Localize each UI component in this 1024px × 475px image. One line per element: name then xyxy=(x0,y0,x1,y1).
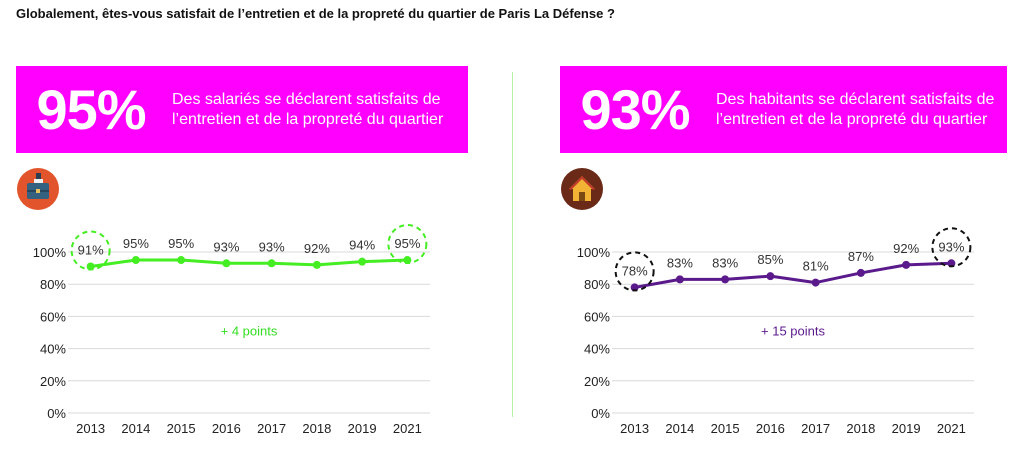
data-point xyxy=(811,278,820,287)
x-tick-label: 2013 xyxy=(620,421,649,436)
data-point xyxy=(856,268,865,277)
residents-banner: 93% Des habitants se déclarent satisfait… xyxy=(560,66,1007,153)
data-point xyxy=(766,272,775,281)
highlight-circle xyxy=(387,224,428,265)
evolution-annotation: + 4 points xyxy=(221,324,278,339)
x-tick-label: 2021 xyxy=(393,421,422,436)
residents-headline-value: 93% xyxy=(580,78,690,141)
data-point xyxy=(222,259,231,268)
x-tick-label: 2013 xyxy=(76,421,105,436)
series-line xyxy=(634,261,952,289)
data-label: 95% xyxy=(394,236,420,251)
y-tick-label: 100% xyxy=(33,245,67,260)
data-point xyxy=(675,275,684,284)
employees-description: Des salariés se déclarent satisfaits de … xyxy=(172,90,444,128)
employees-banner: 95% Des salariés se déclarent satisfaits… xyxy=(16,66,468,153)
data-point xyxy=(902,260,911,269)
data-label: 81% xyxy=(803,259,829,274)
evolution-annotation: + 15 points xyxy=(761,324,825,339)
data-label: 85% xyxy=(757,252,783,267)
x-tick-label: 2018 xyxy=(302,421,331,436)
x-tick-label: 2014 xyxy=(665,421,694,436)
y-tick-label: 40% xyxy=(584,342,610,357)
data-label: 93% xyxy=(938,239,964,254)
x-tick-label: 2015 xyxy=(167,421,196,436)
x-tick-label: 2016 xyxy=(756,421,785,436)
page-title: Globalement, êtes-vous satisfait de l’en… xyxy=(16,6,615,21)
data-label: 92% xyxy=(893,241,919,256)
data-point xyxy=(267,259,276,268)
y-tick-label: 80% xyxy=(40,277,66,292)
data-label: 83% xyxy=(712,255,738,270)
x-tick-label: 2019 xyxy=(348,421,377,436)
data-label: 94% xyxy=(349,238,375,253)
x-tick-label: 2016 xyxy=(212,421,241,436)
data-label: 91% xyxy=(78,242,104,257)
data-point xyxy=(312,260,321,269)
y-tick-label: 80% xyxy=(584,277,610,292)
data-label: 92% xyxy=(304,241,330,256)
data-label: 93% xyxy=(259,239,285,254)
y-tick-label: 0% xyxy=(47,406,66,421)
briefcase-icon xyxy=(17,168,59,210)
x-tick-label: 2014 xyxy=(121,421,150,436)
house-icon xyxy=(561,168,603,210)
data-point xyxy=(721,275,730,284)
data-point xyxy=(358,257,367,266)
data-label: 95% xyxy=(168,236,194,251)
x-tick-label: 2015 xyxy=(711,421,740,436)
y-tick-label: 0% xyxy=(591,406,610,421)
data-label: 78% xyxy=(622,263,648,278)
y-tick-label: 100% xyxy=(577,245,611,260)
x-tick-label: 2018 xyxy=(846,421,875,436)
y-tick-label: 60% xyxy=(584,309,610,324)
highlight-circle xyxy=(931,227,972,268)
employees-headline-value: 95% xyxy=(36,78,146,141)
series-line xyxy=(90,258,408,268)
y-tick-label: 20% xyxy=(584,374,610,389)
data-label: 83% xyxy=(667,255,693,270)
x-tick-label: 2019 xyxy=(892,421,921,436)
residents-description: Des habitants se déclarent satisfaits de… xyxy=(716,90,995,128)
y-tick-label: 40% xyxy=(40,342,66,357)
data-label: 93% xyxy=(213,239,239,254)
data-label: 87% xyxy=(848,249,874,264)
data-label: 95% xyxy=(123,236,149,251)
employees-line-chart: 0% 20% 40% 60% 80% 100% 2013 2014 2015 2016 2017 20… xyxy=(33,224,430,436)
highlight-circle xyxy=(614,251,655,292)
x-tick-label: 2017 xyxy=(257,421,286,436)
data-point xyxy=(131,256,140,265)
x-tick-label: 2017 xyxy=(801,421,830,436)
highlight-circle xyxy=(70,230,111,271)
residents-line-chart: 0% 20% 40% 60% 80% 100% 2013 2014 2015 2016 2017 20… xyxy=(577,227,974,436)
data-point xyxy=(177,256,186,265)
panel-divider xyxy=(512,72,513,417)
y-tick-label: 60% xyxy=(40,309,66,324)
y-tick-label: 20% xyxy=(40,374,66,389)
x-tick-label: 2021 xyxy=(937,421,966,436)
